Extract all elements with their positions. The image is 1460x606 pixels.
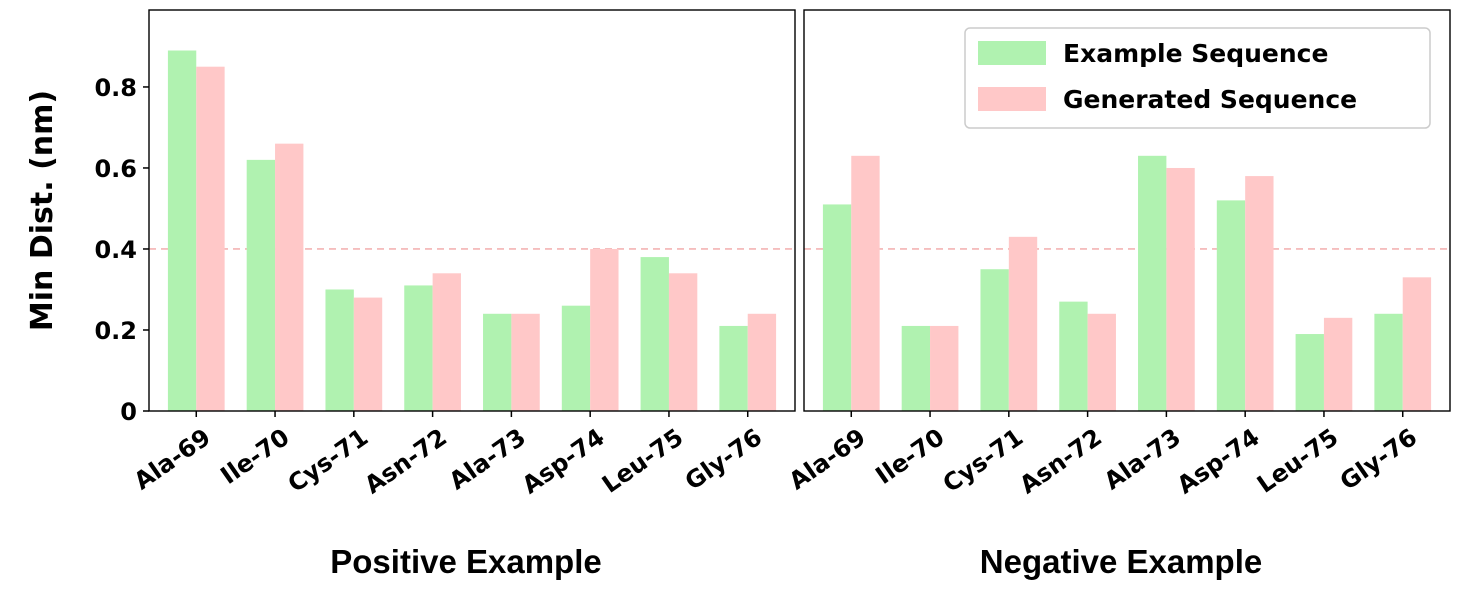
bar-generated-asp-74 — [590, 248, 619, 411]
plot-frame — [148, 9, 796, 412]
x-tick-label: Gly-76 — [680, 423, 767, 496]
y-tick-label: 0.2 — [94, 317, 137, 345]
bar-example-asp-74 — [1216, 200, 1246, 411]
y-tick-label: 0 — [120, 398, 137, 426]
bar-generated-asn-72 — [432, 273, 461, 411]
bar-generated-ile-70 — [275, 143, 304, 411]
x-axis-title: Positive Example — [330, 543, 601, 580]
x-tick-label: Cys-71 — [283, 423, 374, 498]
y-tick-label: 0.8 — [94, 74, 137, 102]
bar-generated-ile-70 — [930, 325, 959, 411]
bar-generated-asp-74 — [1245, 176, 1274, 411]
bar-generated-ala-69 — [196, 66, 225, 412]
legend-box — [964, 27, 1431, 129]
x-tick-label: Leu-75 — [597, 423, 688, 499]
bar-example-ala-73 — [483, 313, 512, 411]
x-tick-label: Gly-76 — [1335, 423, 1422, 496]
bar-example-gly-76 — [1374, 313, 1403, 411]
legend-label-example: Example Sequence — [1063, 39, 1328, 68]
legend-label-generated: Generated Sequence — [1063, 85, 1357, 114]
bar-example-ala-73 — [1138, 155, 1167, 411]
bar-example-asn-72 — [404, 285, 433, 411]
x-tick-label: Leu-75 — [1252, 423, 1343, 499]
x-tick-label: Ile-70 — [871, 423, 950, 490]
y-tick-label: 0.6 — [94, 155, 137, 183]
x-tick-label: Ala-69 — [784, 423, 871, 495]
bar-generated-ala-69 — [851, 155, 880, 411]
bar-generated-leu-75 — [1323, 317, 1353, 411]
bar-example-ile-70 — [246, 159, 276, 411]
x-tick-label: Asn-72 — [360, 423, 452, 499]
y-tick-label: 0.4 — [94, 236, 137, 264]
y-axis-title: Min Dist. (nm) — [25, 90, 60, 331]
x-tick-label: Ala-73 — [444, 423, 531, 495]
plot-frame — [803, 9, 1451, 412]
x-tick-label: Asn-72 — [1015, 423, 1107, 499]
bar-example-cys-71 — [325, 289, 354, 411]
bar-example-leu-75 — [1295, 334, 1324, 411]
x-tick-label: Asp-74 — [1172, 423, 1265, 500]
bar-generated-ala-73 — [511, 313, 540, 411]
bar-example-gly-76 — [719, 325, 748, 411]
bar-generated-ala-73 — [1166, 167, 1195, 411]
x-tick-label: Asp-74 — [517, 423, 610, 500]
bar-example-asp-74 — [561, 305, 591, 411]
bar-example-ala-69 — [822, 204, 852, 411]
bar-generated-leu-75 — [668, 273, 698, 411]
x-tick-label: Ala-73 — [1099, 423, 1186, 495]
bar-example-asn-72 — [1059, 301, 1088, 411]
chart-panel-2: Ala-69 Ile-70Cys-71Asn-72Ala-73Asp-74Leu-… — [784, 9, 1451, 580]
x-tick-label: Ile-70 — [216, 423, 295, 490]
x-tick-label: Ala-69 — [129, 423, 216, 495]
bar-generated-gly-76 — [747, 313, 777, 411]
bar-generated-gly-76 — [1402, 277, 1432, 411]
legend-swatch-example — [978, 41, 1046, 65]
bar-example-ala-69 — [167, 50, 197, 411]
legend-swatch-generated — [978, 87, 1046, 111]
bar-example-ile-70 — [901, 325, 931, 411]
bar-example-cys-71 — [980, 269, 1009, 411]
x-axis-title: Negative Example — [980, 543, 1262, 580]
chart-panel-1: Ala-69 Ile-70Cys-71Asn-72Ala-73Asp-74Leu-… — [25, 9, 796, 580]
legend: Example Sequence Generated Sequence — [964, 27, 1431, 129]
x-tick-label: Cys-71 — [938, 423, 1029, 498]
bar-generated-cys-71 — [1008, 236, 1038, 411]
bar-generated-cys-71 — [353, 297, 383, 411]
bar-example-leu-75 — [640, 257, 669, 411]
bar-generated-asn-72 — [1087, 313, 1116, 411]
